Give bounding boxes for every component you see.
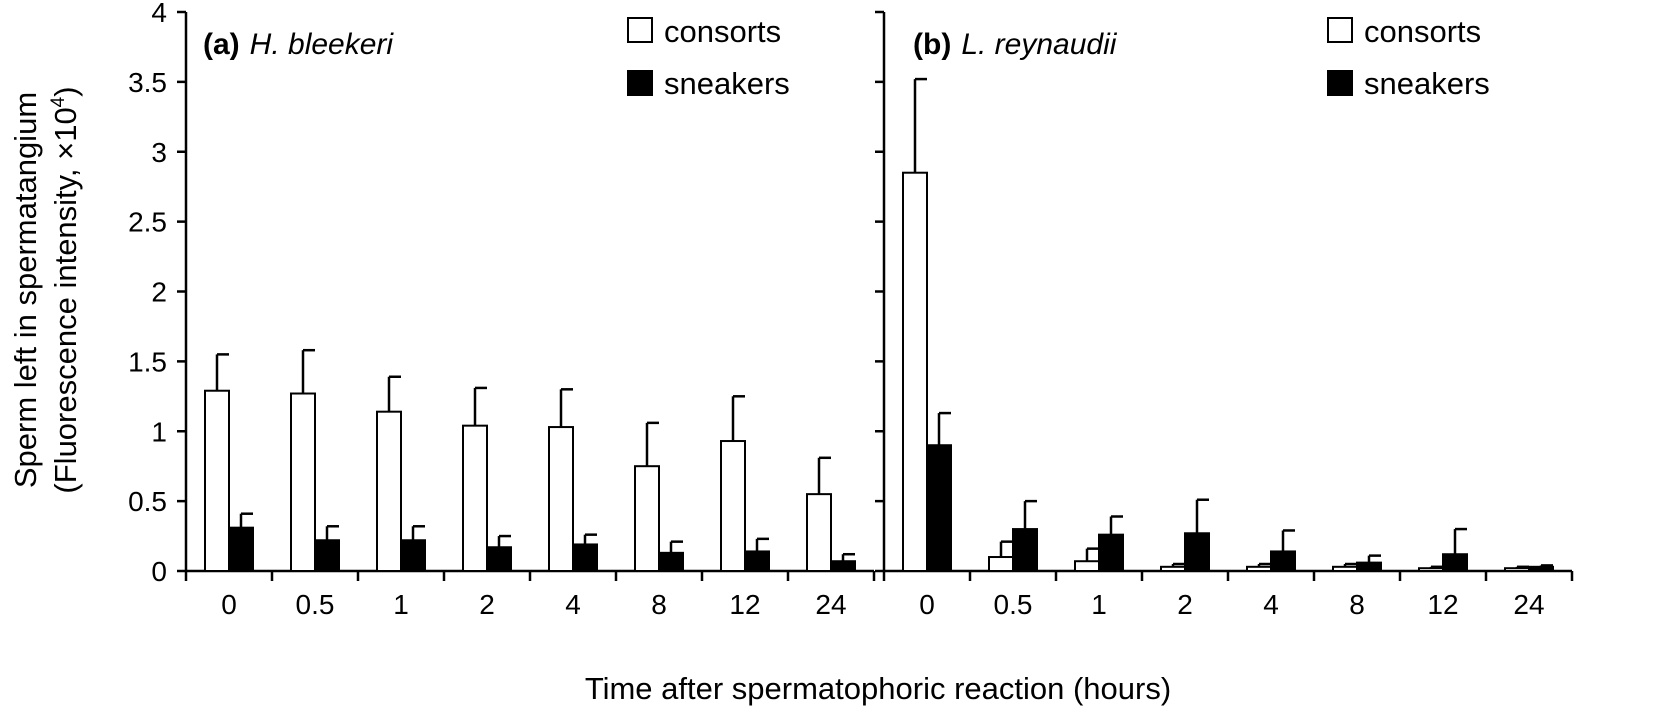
x-tick-label-b: 0	[919, 589, 935, 620]
x-tick-label-a: 4	[565, 589, 581, 620]
bars-b	[902, 77, 1554, 573]
y-tick-label: 0	[151, 556, 167, 587]
y-tick-label: 1	[151, 416, 167, 447]
x-tick-label-a: 12	[729, 589, 760, 620]
y-axis-title-line2: (Fluorescence intensity, ×104)	[48, 86, 83, 493]
x-tick-label-a: 2	[479, 589, 495, 620]
panel-b-label: (b) L. reynaudii	[913, 28, 1118, 61]
bar-consorts-b	[1074, 560, 1100, 573]
x-axis-title: Time after spermatophoric reaction (hour…	[585, 671, 1171, 706]
x-tick-label-b: 1	[1091, 589, 1107, 620]
axes-b: 0 0.5 1 2 4 8 12 24	[875, 10, 1574, 620]
axes-a: 00.511.522.533.540 0.5 1 2 4 8 12 24	[128, 0, 876, 620]
bar-sneakers-b	[1184, 532, 1210, 573]
panel-a-label: (a) H. bleekeri	[203, 28, 394, 61]
panel-a-species: H. bleekeri	[250, 28, 395, 61]
x-tick-label-a: 0	[221, 589, 237, 620]
y-axis-title-line2-close: )	[48, 86, 83, 96]
x-tick-label-b: 12	[1427, 589, 1458, 620]
y-axis-title-exponent: 4	[48, 96, 69, 107]
y-axis-title-line1: Sperm left in spermatangium	[8, 92, 43, 488]
legend-b-sneakers-label: sneakers	[1364, 66, 1490, 101]
bar-consorts-a	[204, 389, 230, 572]
bar-consorts-b	[988, 556, 1014, 573]
bar-sneakers-b	[1442, 553, 1468, 572]
panel-b-letter: (b)	[913, 28, 951, 61]
panel-b: (b) L. reynaudii consorts sneakers 0 0.5 1 2…	[875, 10, 1574, 620]
y-axis-title-line2-main: (Fluorescence intensity, ×10	[48, 107, 83, 493]
bar-sneakers-a	[314, 539, 340, 573]
bar-consorts-b	[902, 171, 928, 572]
bar-sneakers-b	[1012, 528, 1038, 573]
legend-a-consorts-swatch	[627, 17, 653, 43]
x-tick-label-a: 8	[651, 589, 667, 620]
bar-sneakers-b	[1098, 533, 1124, 572]
bar-sneakers-a	[486, 546, 512, 572]
bar-consorts-b	[1504, 567, 1530, 573]
y-tick-label: 2.5	[128, 207, 167, 238]
x-tick-label-b: 0.5	[994, 589, 1033, 620]
y-tick-label: 1.5	[128, 346, 167, 377]
panel-a-letter: (a)	[203, 28, 240, 61]
x-tick-label-a: 0.5	[296, 589, 335, 620]
legend-a-sneakers-swatch	[627, 70, 653, 96]
legend-b-consorts-swatch	[1327, 17, 1353, 43]
bar-sneakers-a	[400, 539, 426, 573]
panel-b-species: L. reynaudii	[961, 28, 1117, 61]
x-tick-label-b: 2	[1177, 589, 1193, 620]
bar-sneakers-a	[572, 543, 598, 573]
y-axis-title: Sperm left in spermatangium (Fluorescenc…	[8, 86, 83, 493]
bar-sneakers-a	[228, 526, 254, 572]
bars-a	[204, 348, 856, 573]
legend-a-consorts-label: consorts	[664, 14, 781, 49]
x-tick-label-b: 4	[1263, 589, 1279, 620]
y-tick-label: 2	[151, 277, 167, 308]
x-tick-label-b: 8	[1349, 589, 1365, 620]
bar-sneakers-b	[1356, 561, 1382, 572]
x-tick-label-a: 24	[815, 589, 846, 620]
bar-consorts-b	[1246, 565, 1272, 572]
x-tick-label-b: 24	[1513, 589, 1544, 620]
y-tick-label: 0.5	[128, 486, 167, 517]
y-tick-label: 4	[151, 0, 167, 28]
x-tick-label-a: 1	[393, 589, 409, 620]
bar-consorts-a	[290, 392, 316, 572]
bar-consorts-a	[720, 440, 746, 572]
bar-sneakers-b	[926, 444, 952, 573]
bar-consorts-b	[1418, 567, 1444, 573]
y-tick-label: 3	[151, 137, 167, 168]
legend-b-consorts-label: consorts	[1364, 14, 1481, 49]
bar-sneakers-b	[1270, 550, 1296, 572]
bar-consorts-a	[462, 424, 488, 572]
legend-a-sneakers-label: sneakers	[664, 66, 790, 101]
legend-a: consorts sneakers	[627, 14, 790, 101]
bar-sneakers-a	[830, 560, 856, 573]
bar-consorts-b	[1332, 565, 1358, 572]
legend-b-sneakers-swatch	[1327, 70, 1353, 96]
bar-consorts-a	[548, 426, 574, 572]
panel-a: (a) H. bleekeri consorts sneakers 0 0.5 1 1.…	[128, 0, 876, 620]
bar-consorts-a	[376, 410, 402, 572]
legend-b: consorts sneakers	[1327, 14, 1490, 101]
bar-consorts-a	[634, 465, 660, 572]
bar-consorts-b	[1160, 565, 1186, 572]
bar-sneakers-b	[1528, 565, 1554, 572]
y-tick-label: 3.5	[128, 67, 167, 98]
bar-sneakers-a	[658, 551, 684, 573]
bar-sneakers-a	[744, 550, 770, 572]
bar-consorts-a	[806, 493, 832, 573]
